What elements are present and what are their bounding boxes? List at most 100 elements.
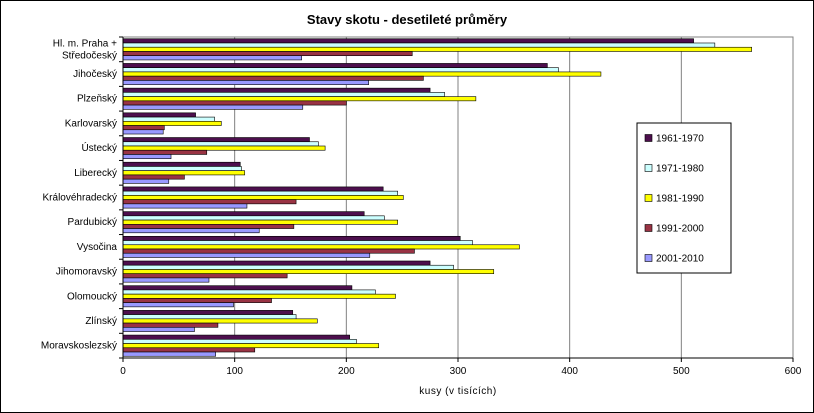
bar [122, 38, 694, 44]
y-tick-label: Moravskoslezský [41, 341, 117, 352]
bar [122, 203, 248, 209]
y-tick-label: Ústecký [81, 141, 117, 154]
bar [122, 190, 399, 196]
chart-title: Stavy skotu - desetileté průměry [307, 12, 508, 27]
y-tick-label: Jihomoravský [56, 267, 117, 278]
legend-swatch [644, 224, 653, 232]
y-tick-label: Jihočeský [73, 69, 117, 80]
bar [122, 141, 319, 147]
bar [122, 166, 242, 171]
bar [122, 112, 196, 118]
y-tick-label: Karlovarský [65, 118, 117, 129]
bar [122, 248, 415, 254]
bar [122, 302, 234, 308]
bar [122, 310, 294, 315]
y-tick-label: Pardubický [68, 217, 117, 228]
x-tick-label: 400 [561, 366, 578, 377]
bar [122, 219, 399, 225]
x-axis-label: kusy (v tisících) [419, 386, 496, 397]
bar [122, 51, 413, 57]
bar [122, 125, 165, 131]
bar [122, 264, 454, 270]
bar [122, 42, 716, 48]
legend-label: 2001-2010 [656, 254, 704, 265]
bar [122, 293, 396, 299]
bar [122, 285, 353, 291]
bar [122, 92, 445, 97]
bar [122, 75, 424, 81]
bar [122, 154, 172, 160]
legend-swatch [644, 164, 653, 172]
bar [122, 228, 260, 234]
bar [122, 327, 195, 332]
y-tick-label: Vysočina [77, 242, 118, 253]
bar [122, 322, 219, 328]
bar [122, 149, 208, 155]
bar [122, 116, 215, 122]
bar [122, 343, 380, 349]
x-tick-label: 100 [226, 366, 243, 377]
bar [122, 318, 318, 324]
bar [122, 199, 297, 205]
bar [122, 100, 347, 106]
bar [122, 195, 404, 200]
y-tick-label: Hl. m. Praha + [53, 38, 117, 49]
y-tick-label: Liberecký [74, 168, 117, 179]
bar [122, 129, 164, 135]
bar [122, 161, 241, 167]
legend-label: 1981-1990 [656, 194, 704, 205]
bar [122, 269, 495, 274]
legend-label: 1971-1980 [656, 164, 704, 175]
bar [122, 104, 304, 110]
bar [122, 347, 256, 353]
bar [122, 80, 369, 85]
bar [122, 137, 310, 143]
legend-swatch [644, 134, 653, 142]
bar [122, 46, 752, 52]
x-axis: 0 100 200 300 400 500 600 [120, 357, 802, 377]
legend-box [636, 122, 732, 274]
y-tick-label: Královéhradecký [43, 193, 117, 204]
bar [122, 63, 548, 68]
legend-swatch [644, 194, 653, 202]
bar [122, 351, 216, 357]
x-tick-label: 200 [338, 366, 355, 377]
bar [122, 334, 350, 340]
legend: 1961-1970 1971-1980 1981-1990 1991-2000 2001… [636, 122, 732, 274]
bar [122, 224, 295, 229]
bar [122, 121, 222, 126]
bars [122, 38, 752, 357]
y-tick-label: Zlínský [85, 316, 117, 327]
bar [122, 67, 559, 73]
x-tick-label: 600 [785, 366, 802, 377]
bar [122, 71, 602, 77]
legend-label: 1991-2000 [656, 224, 704, 235]
bar [122, 55, 302, 61]
bar [122, 289, 376, 295]
bar [122, 145, 326, 151]
x-tick-label: 0 [120, 366, 126, 377]
bar [122, 174, 185, 180]
bar [122, 178, 170, 184]
bar [122, 338, 357, 344]
y-tick-label: Středočeský [62, 50, 117, 61]
y-axis: Hl. m. Praha +Středočeský Jihočeský Plzeňs… [41, 36, 124, 359]
bar [122, 215, 385, 221]
bar [122, 240, 473, 246]
bar [122, 252, 371, 258]
bar [122, 314, 297, 320]
bar [122, 235, 461, 241]
legend-swatch [644, 254, 653, 262]
y-tick-label: Olomoucký [67, 291, 117, 302]
bar [122, 211, 365, 217]
legend-label: 1961-1970 [656, 134, 704, 145]
bar [122, 298, 272, 303]
bar [122, 244, 520, 250]
bar [122, 170, 246, 176]
x-tick-label: 500 [673, 366, 690, 377]
bar [122, 260, 431, 266]
bar [122, 273, 288, 279]
x-tick-label: 300 [450, 366, 467, 377]
